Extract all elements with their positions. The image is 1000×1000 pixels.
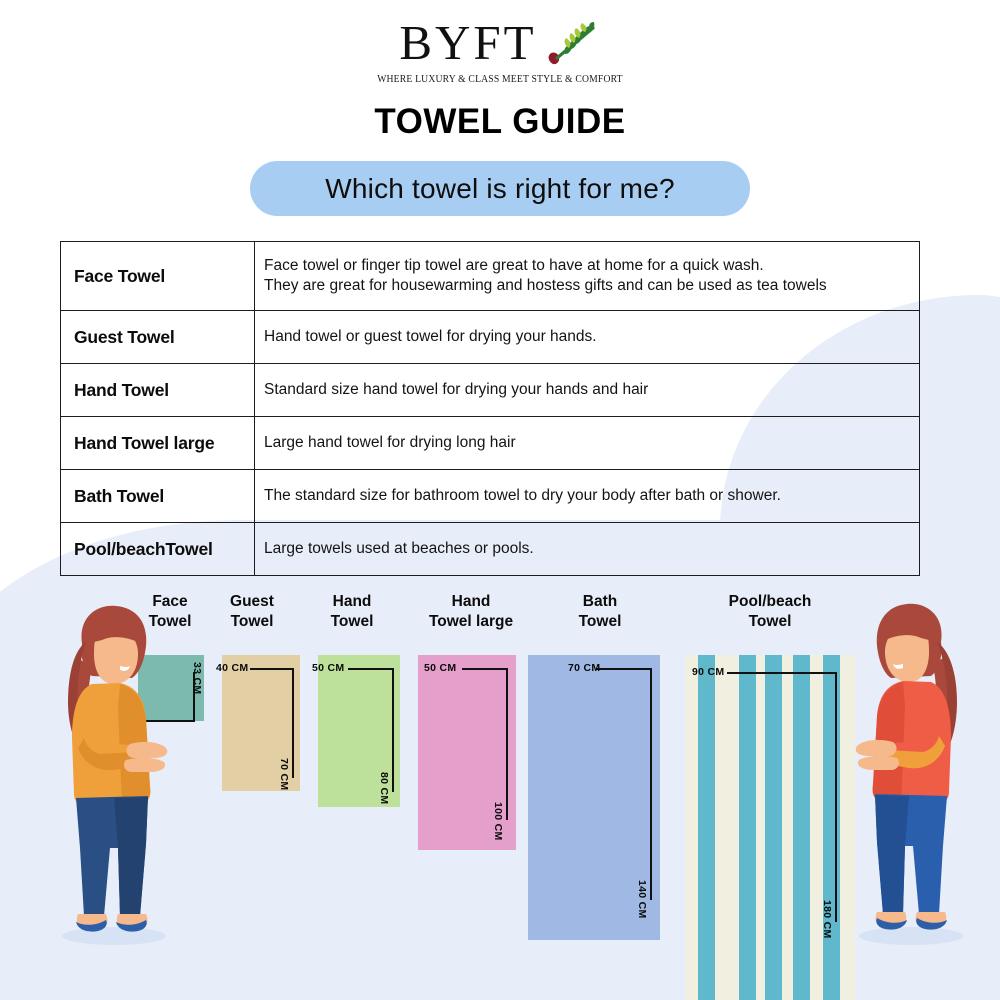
header: BYFT WHERE LUXURY & CLASS MEET STYLE & C… [0,0,1000,216]
dim-label-hand-height: 80 CM [378,772,390,805]
swatch-title-hand-towel: Hand Towel [330,593,374,631]
dim-rule-face-height [193,672,195,722]
swatch-title-hand-towel-large: Hand Towel large [428,593,514,631]
table-cell-description: The standard size for bathroom towel to … [254,469,920,523]
table-cell-description: Large hand towel for drying long hair [254,416,920,470]
table-cell-category: Guest Towel [60,310,255,364]
question-text: Which towel is right for me? [325,172,675,204]
dim-label-face-height: 33 CM [191,662,203,695]
swatch-title-bath-towel: Bath Towel [578,593,622,631]
dim-rule-pool-height [835,672,837,922]
table-cell-description: Face towel or finger tip towel are great… [254,241,920,311]
table-row: Hand Towel large Large hand towel for dr… [60,416,920,470]
table-cell-description: Standard size hand towel for drying your… [254,363,920,417]
dim-label-pool-height: 180 CM [821,900,833,939]
brand-logo: BYFT [0,18,1000,72]
dim-rule-hand-width [348,668,394,670]
dim-rule-guest-width [250,668,294,670]
swatch-hand-towel-large [418,655,516,850]
stripe [739,655,756,1000]
dim-label-hand-width: 50 CM [312,662,345,674]
dim-label-bath-height: 140 CM [636,880,648,919]
stripe [698,655,715,1000]
swatch-pool-beach-towel [685,655,855,1000]
table-row: Pool/beachTowel Large towels used at bea… [60,522,920,576]
table-row: Hand Towel Standard size hand towel for … [60,363,920,417]
dim-rule-pool-width [727,672,837,674]
stripe [765,655,782,1000]
swatch-hand-towel [318,655,400,807]
dim-label-pool-width: 90 CM [692,666,725,678]
dim-label-hand-large-width: 50 CM [424,662,457,674]
table-cell-description: Hand towel or guest towel for drying you… [254,310,920,364]
table-cell-category: Hand Towel large [60,416,255,470]
desc-line: Face towel or finger tip towel are great… [264,257,827,294]
table-row: Guest Towel Hand towel or guest towel fo… [60,310,920,364]
dim-rule-bath-width [596,668,652,670]
illustration-left-person [62,605,168,945]
swatch-title-face-towel: Face Towel [148,593,192,631]
dim-label-guest-width: 40 CM [216,662,249,674]
dim-rule-hand-height [392,668,394,792]
page-title: TOWEL GUIDE [374,102,626,141]
table-cell-category: Pool/beachTowel [60,522,255,576]
size-comparison-chart: Face Towel Guest Towel Hand Towel Hand Towel… [0,580,1000,1000]
table-row: Face Towel Face towel or finger tip towe… [60,241,920,311]
dim-rule-face-width [145,720,195,722]
swatch-guest-towel [222,655,300,791]
towel-guide-table: Face Towel Face towel or finger tip towe… [60,241,920,576]
towel-guide-table-wrap: Face Towel Face towel or finger tip towe… [60,241,940,576]
table-cell-category: Face Towel [60,241,255,311]
illustration-right-person [855,603,963,945]
table-cell-category: Hand Towel [60,363,255,417]
table-cell-category: Bath Towel [60,469,255,523]
brand-tagline: WHERE LUXURY & CLASS MEET STYLE & COMFOR… [377,74,623,85]
brand-name: BYFT [399,15,537,70]
dim-rule-bath-height [650,668,652,900]
dim-rule-hand-large-height [506,668,508,820]
dim-label-guest-height: 70 CM [278,758,290,791]
stripe [823,655,840,1000]
swatch-title-guest-towel: Guest Towel [230,593,274,631]
dim-label-hand-large-height: 100 CM [492,802,504,841]
dim-rule-hand-large-width [462,668,508,670]
question-banner: Which towel is right for me? [250,161,750,216]
swatch-bath-towel [528,655,660,940]
wheat-branch-icon [548,22,595,65]
dim-label-bath-width: 70 CM [568,662,601,674]
table-cell-description: Large towels used at beaches or pools. [254,522,920,576]
swatch-title-pool-beach-towel: Pool/beach Towel [728,593,812,631]
dim-rule-guest-height [292,668,294,778]
table-row: Bath Towel The standard size for bathroo… [60,469,920,523]
stripe [793,655,810,1000]
